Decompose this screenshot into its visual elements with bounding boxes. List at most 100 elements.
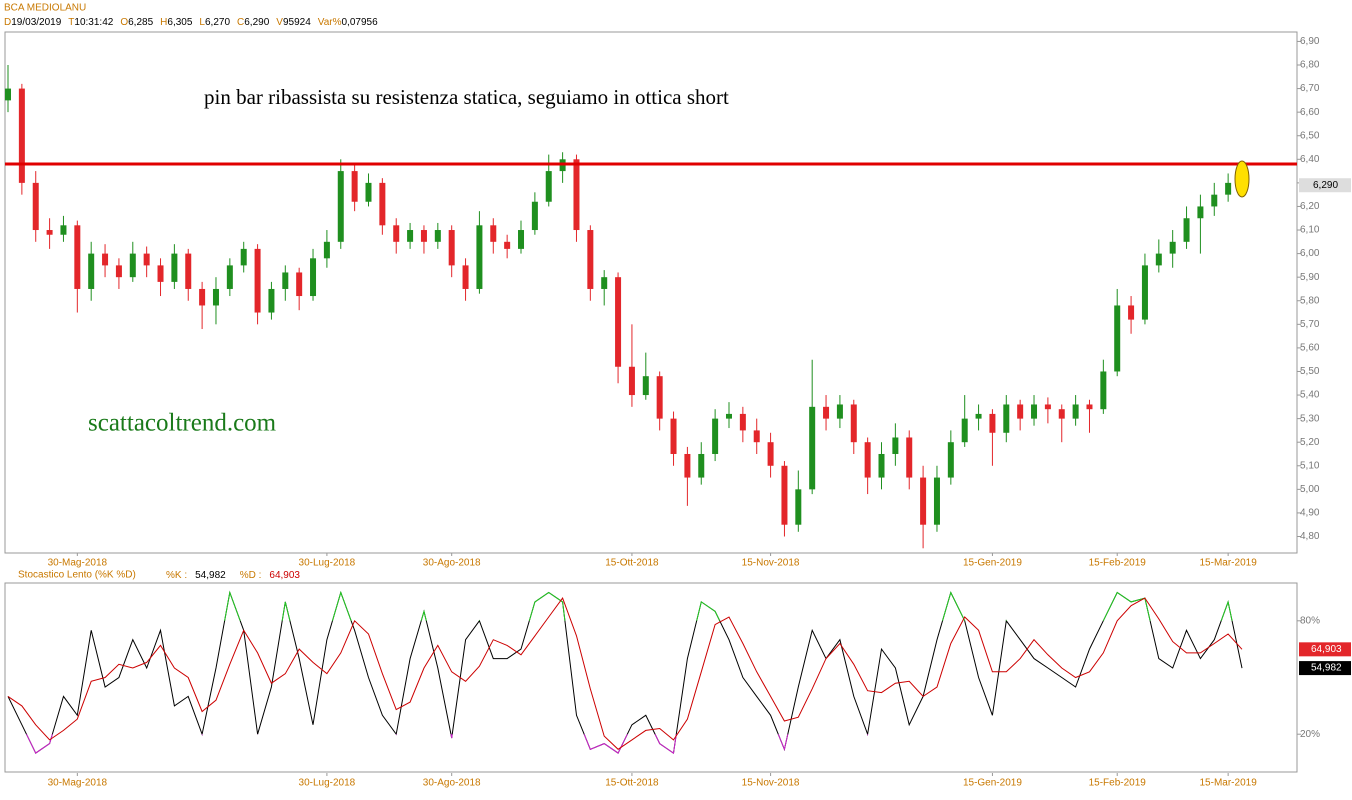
x-tick-label: 15-Nov-2018 xyxy=(742,778,800,789)
candle-body xyxy=(407,230,414,242)
candle-body xyxy=(420,230,427,242)
candle-body xyxy=(393,225,400,242)
x-tick-label: 30-Ago-2018 xyxy=(423,558,481,569)
candle-body xyxy=(615,277,622,367)
y-tick-label: 5,30 xyxy=(1300,413,1320,424)
candle-body xyxy=(1072,404,1079,419)
candle-body xyxy=(268,288,275,313)
candle-body xyxy=(698,453,705,478)
info-value: 19/03/2019 xyxy=(11,17,61,28)
candle-body xyxy=(226,265,233,289)
candle-body xyxy=(32,182,39,231)
candle-body xyxy=(975,413,982,419)
x-tick-label: 30-Mag-2018 xyxy=(48,778,108,789)
candle-body xyxy=(1003,404,1010,433)
indicator-title: Stocastico Lento (%K %D) xyxy=(18,570,136,581)
y-tick-label: 6,00 xyxy=(1300,248,1320,259)
y-tick-label: 6,20 xyxy=(1300,201,1320,212)
x-tick-label: 30-Mag-2018 xyxy=(48,558,108,569)
candle-body xyxy=(74,225,81,289)
candle-body xyxy=(545,171,552,202)
x-tick-label: 15-Mar-2019 xyxy=(1200,778,1258,789)
candle-body xyxy=(254,248,261,313)
x-tick-label: 15-Ott-2018 xyxy=(605,558,659,569)
candle-body xyxy=(628,366,635,396)
candle-body xyxy=(490,225,497,242)
candle-body xyxy=(351,171,358,202)
candle-body xyxy=(476,225,483,289)
y-tick-label: 6,60 xyxy=(1300,107,1320,118)
x-tick-label: 15-Gen-2019 xyxy=(963,778,1022,789)
x-tick-label: 15-Mar-2019 xyxy=(1200,558,1258,569)
candle-body xyxy=(864,442,871,478)
y-tick-label: 5,40 xyxy=(1300,390,1320,401)
last-price-label: 6,290 xyxy=(1313,180,1338,191)
candle-body xyxy=(115,265,122,278)
candle-body xyxy=(725,413,732,419)
candle-body xyxy=(18,88,25,183)
info-value: 6,285 xyxy=(128,17,153,28)
candle-body xyxy=(143,253,150,266)
candle-body xyxy=(933,477,940,525)
candle-body xyxy=(5,88,11,101)
y-tick-label: 4,80 xyxy=(1300,531,1320,542)
candle-body xyxy=(1031,404,1038,419)
chart-title: BCA MEDIOLANU xyxy=(4,3,86,14)
candle-body xyxy=(88,253,95,289)
info-line: D19/03/2019 T10:31:42 O6,285 H6,305 L6,270 C6… xyxy=(4,17,378,28)
y-tick-label: 5,00 xyxy=(1300,484,1320,495)
y-tick-label: 5,70 xyxy=(1300,319,1320,330)
candle-body xyxy=(642,376,649,396)
info-value: 10:31:42 xyxy=(74,17,113,28)
y-tick-label: 6,80 xyxy=(1300,60,1320,71)
x-tick-label: 15-Nov-2018 xyxy=(742,558,800,569)
candle-body xyxy=(379,182,386,226)
candle-body xyxy=(448,230,455,266)
candle-body xyxy=(920,477,927,525)
candle-body xyxy=(102,253,109,266)
info-value: 95924 xyxy=(283,17,311,28)
candle-body xyxy=(684,453,691,478)
x-tick-label: 15-Feb-2019 xyxy=(1089,558,1147,569)
y-tick-label: 4,90 xyxy=(1300,508,1320,519)
candle-body xyxy=(212,288,219,306)
candle-body xyxy=(1017,404,1024,419)
candle-body xyxy=(961,418,968,443)
candle-body xyxy=(781,465,788,525)
y-tick-label: 5,80 xyxy=(1300,295,1320,306)
x-tick-label: 15-Feb-2019 xyxy=(1089,778,1147,789)
candle-body xyxy=(365,182,372,202)
last-value-label: 64,903 xyxy=(1311,644,1342,655)
candle-body xyxy=(878,453,885,478)
x-tick-label: 15-Ott-2018 xyxy=(605,778,659,789)
candle-body xyxy=(1114,305,1121,372)
last-value-box xyxy=(1299,661,1351,676)
candle-body xyxy=(795,489,802,525)
info-key: T xyxy=(68,17,74,28)
price-panel xyxy=(4,31,1298,554)
candle-body xyxy=(753,430,760,443)
annotation: pin bar ribassista su resistenza statica… xyxy=(204,85,729,109)
candle-body xyxy=(809,406,816,490)
candle-body xyxy=(157,265,164,282)
info-value: 6,290 xyxy=(244,17,269,28)
candle-body xyxy=(129,253,136,278)
candle-body xyxy=(836,404,843,419)
oversold-line xyxy=(25,734,869,754)
candle-body xyxy=(989,413,996,433)
info-key: C xyxy=(237,17,244,28)
candle-body xyxy=(601,277,608,289)
stochastic-panel xyxy=(4,582,1298,773)
candle-body xyxy=(656,376,663,419)
info-key: O xyxy=(120,17,128,28)
candle-body xyxy=(1155,253,1162,266)
candle-body xyxy=(337,171,344,242)
candle-body xyxy=(296,272,303,297)
candle-body xyxy=(1211,194,1218,207)
candle-body xyxy=(199,288,206,306)
candle-body xyxy=(46,230,53,235)
legend-name: %K : xyxy=(166,570,187,581)
y-tick-label: 6,70 xyxy=(1300,83,1320,94)
candle-body xyxy=(1169,241,1176,254)
